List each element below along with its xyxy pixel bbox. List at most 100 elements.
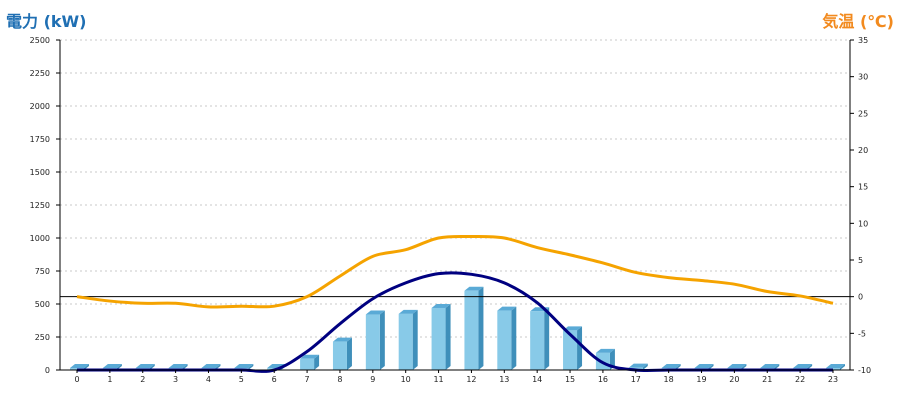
x-tick-label: 6 — [272, 375, 277, 384]
bar-front — [365, 314, 380, 370]
left-tick-label: 250 — [35, 333, 50, 342]
x-tick-label: 14 — [532, 375, 542, 384]
bar-top — [201, 364, 221, 369]
left-tick-label: 1250 — [30, 201, 50, 210]
x-tick-label: 7 — [305, 375, 310, 384]
power-bar-15 — [563, 326, 583, 370]
bar-top — [332, 337, 352, 342]
x-tick-label: 19 — [696, 375, 706, 384]
x-tick-label: 3 — [173, 375, 178, 384]
bar-front — [332, 341, 347, 370]
left-tick-label: 1750 — [30, 135, 50, 144]
power-bar-13 — [497, 306, 517, 370]
right-tick-label: 35 — [858, 36, 868, 45]
x-tick-label: 18 — [664, 375, 674, 384]
x-tick-label: 11 — [433, 375, 443, 384]
right-tick-label: 5 — [858, 256, 863, 265]
bar-top — [398, 309, 418, 314]
x-tick-label: 8 — [337, 375, 342, 384]
bar-top — [300, 354, 320, 359]
power-bars — [70, 286, 845, 370]
bar-top — [102, 364, 122, 369]
bar-top — [760, 364, 780, 369]
bar-side — [840, 364, 845, 370]
axes: 02505007501000125015001750200022502500-1… — [30, 36, 871, 384]
power-bar-8 — [332, 337, 352, 370]
bar-front — [530, 311, 545, 370]
power-bar-7 — [300, 354, 320, 370]
bar-top — [661, 364, 681, 369]
x-tick-label: 2 — [140, 375, 145, 384]
bar-side — [346, 337, 352, 370]
bar-front — [497, 310, 512, 370]
left-tick-label: 2250 — [30, 69, 50, 78]
x-tick-label: 21 — [762, 375, 772, 384]
bar-side — [412, 309, 418, 370]
bar-top — [694, 364, 714, 369]
bar-top — [595, 348, 615, 353]
bar-side — [445, 303, 451, 370]
x-tick-label: 23 — [828, 375, 838, 384]
right-tick-label: 25 — [858, 109, 868, 118]
power-bar-9 — [365, 310, 385, 370]
bar-front — [563, 330, 578, 370]
left-tick-label: 0 — [45, 366, 50, 375]
bar-top — [70, 364, 89, 369]
bar-top — [464, 286, 484, 291]
x-tick-label: 16 — [598, 375, 608, 384]
left-axis-title: 電力 (kW) — [6, 12, 87, 31]
bar-top — [365, 310, 385, 315]
bar-side — [478, 286, 484, 370]
bar-top — [826, 364, 845, 369]
x-tick-label: 0 — [74, 375, 79, 384]
power-bar-14 — [530, 307, 550, 370]
bar-side — [248, 364, 254, 370]
power-bar-10 — [398, 309, 418, 370]
bar-front — [300, 358, 315, 370]
x-tick-label: 22 — [795, 375, 805, 384]
right-tick-label: 20 — [858, 146, 868, 155]
x-tick-label: 12 — [466, 375, 476, 384]
grid — [60, 39, 850, 338]
bar-side — [379, 310, 385, 370]
bar-side — [642, 363, 648, 370]
bar-top — [135, 364, 155, 369]
right-tick-label: 15 — [858, 183, 868, 192]
bar-side — [544, 307, 550, 370]
x-tick-label: 5 — [239, 375, 244, 384]
x-tick-label: 15 — [565, 375, 575, 384]
bar-top — [497, 306, 517, 311]
x-tick-label: 20 — [729, 375, 739, 384]
x-tick-label: 1 — [107, 375, 112, 384]
bar-top — [431, 303, 451, 308]
bar-top — [628, 363, 648, 368]
bar-top — [234, 364, 254, 369]
bar-side — [577, 326, 583, 370]
right-tick-label: 30 — [858, 73, 868, 82]
temperature-line — [76, 234, 834, 309]
left-tick-label: 750 — [35, 267, 50, 276]
left-tick-label: 1000 — [30, 234, 50, 243]
bar-front — [464, 290, 479, 370]
left-tick-label: 2000 — [30, 102, 50, 111]
x-tick-label: 4 — [206, 375, 211, 384]
right-tick-label: 10 — [858, 219, 868, 228]
bar-top — [793, 364, 813, 369]
right-tick-label: -5 — [858, 329, 866, 338]
right-axis-title: 気温 (℃) — [822, 12, 894, 31]
right-tick-label: -10 — [858, 366, 871, 375]
bar-top — [168, 364, 188, 369]
power-curve — [76, 271, 833, 373]
x-tick-label: 9 — [370, 375, 375, 384]
bar-top — [727, 364, 747, 369]
bar-front — [398, 313, 413, 370]
x-tick-label: 13 — [499, 375, 509, 384]
x-tick-label: 17 — [631, 375, 641, 384]
power-bar-12 — [464, 286, 484, 370]
bar-front — [431, 307, 446, 370]
x-tick-label: 10 — [401, 375, 411, 384]
left-tick-label: 1500 — [30, 168, 50, 177]
bar-side — [511, 306, 517, 370]
left-tick-label: 500 — [35, 300, 50, 309]
